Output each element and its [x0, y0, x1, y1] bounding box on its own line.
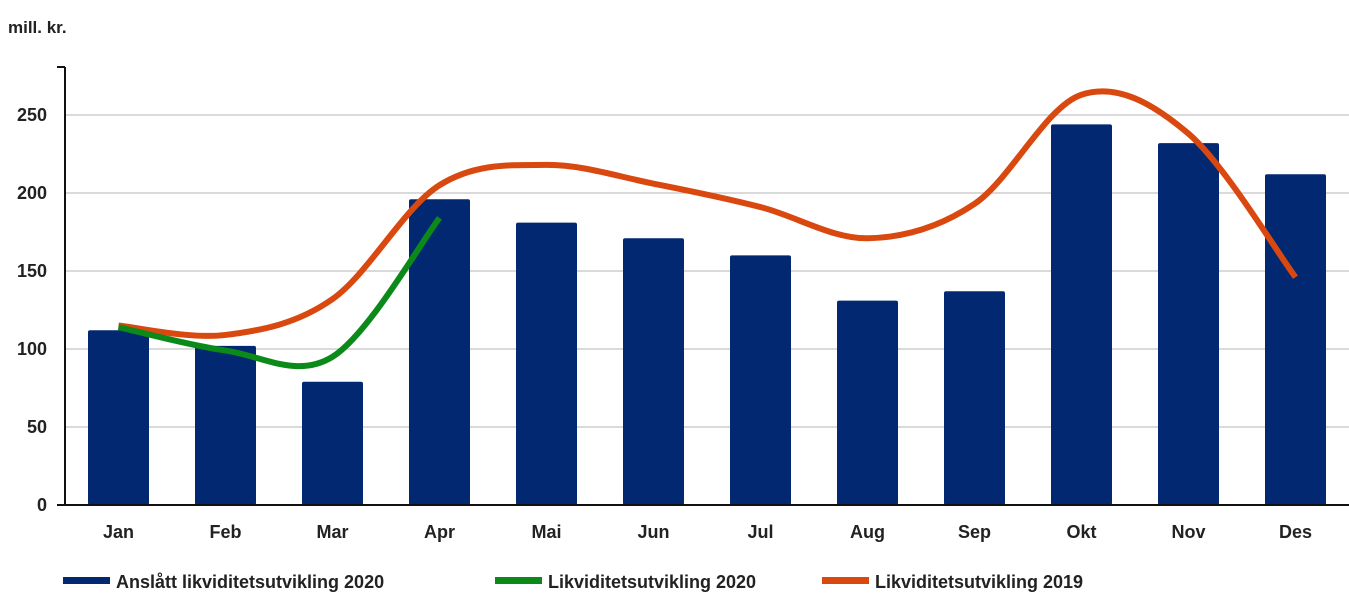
y-tick-label: 200	[17, 183, 47, 203]
bar-jul	[730, 255, 791, 505]
x-tick-label: Mar	[316, 522, 348, 542]
y-tick-label: 50	[27, 417, 47, 437]
legend: Anslått likviditetsutvikling 2020 Likvidi…	[63, 572, 1083, 592]
bar-des	[1265, 174, 1326, 505]
bar-apr	[409, 199, 470, 506]
axes	[57, 66, 1349, 506]
y-tick-label: 250	[17, 105, 47, 125]
bar-aug	[837, 300, 898, 505]
x-tick-labels: Jan Feb Mar Apr Mai Jun Jul Aug Sep Okt Nov Des	[103, 522, 1312, 542]
bar-feb	[195, 345, 256, 505]
y-tick-label: 150	[17, 261, 47, 281]
y-tick-label: 0	[37, 495, 47, 515]
line-likviditetsutvikling-2019	[118, 88, 1298, 339]
x-tick-label: Aug	[850, 522, 885, 542]
bar-jan	[88, 330, 149, 505]
gridlines	[65, 114, 1349, 428]
legend-swatch	[63, 577, 110, 584]
y-tick-labels: 0 50 100 150 200 250	[17, 105, 47, 515]
legend-label: Anslått likviditetsutvikling 2020	[116, 572, 384, 592]
x-tick-label: Okt	[1066, 522, 1096, 542]
x-tick-label: Des	[1279, 522, 1312, 542]
legend-swatch	[495, 577, 542, 584]
x-tick-label: Jun	[637, 522, 669, 542]
bar-series	[88, 124, 1326, 506]
x-tick-label: Apr	[424, 522, 455, 542]
legend-label: Likviditetsutvikling 2020	[548, 572, 756, 592]
y-unit-label: mill. kr.	[8, 18, 67, 37]
y-tick-label: 100	[17, 339, 47, 359]
bar-nov	[1158, 143, 1219, 505]
x-tick-label: Sep	[958, 522, 991, 542]
legend-item: Likviditetsutvikling 2020	[495, 572, 756, 592]
x-tick-label: Mai	[531, 522, 561, 542]
legend-item: Anslått likviditetsutvikling 2020	[63, 572, 384, 592]
line-likviditetsutvikling-2020	[117, 216, 442, 370]
x-tick-label: Jul	[747, 522, 773, 542]
bar-sep	[944, 291, 1005, 505]
legend-swatch	[822, 577, 869, 584]
x-tick-label: Nov	[1171, 522, 1205, 542]
x-tick-label: Feb	[209, 522, 241, 542]
bar-mai	[516, 222, 577, 505]
x-tick-label: Jan	[103, 522, 134, 542]
legend-label: Likviditetsutvikling 2019	[875, 572, 1083, 592]
bar-mar	[302, 381, 363, 505]
legend-item: Likviditetsutvikling 2019	[822, 572, 1083, 592]
bar-okt	[1051, 124, 1112, 506]
bar-jun	[623, 238, 684, 506]
line-series	[117, 88, 1298, 370]
